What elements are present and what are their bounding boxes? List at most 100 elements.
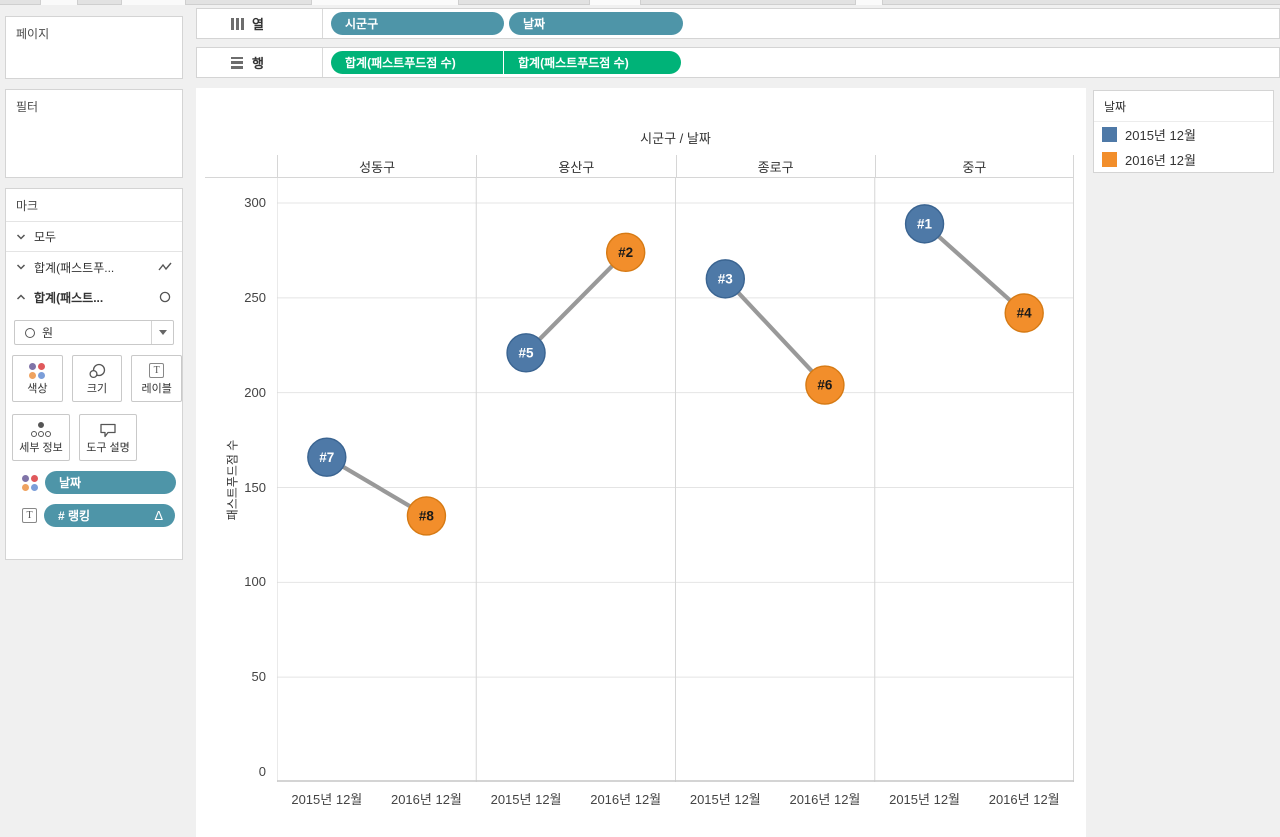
mark-circle-5[interactable] <box>506 333 546 373</box>
pages-shelf[interactable]: 페이지 <box>5 16 183 79</box>
color-legend: 날짜 2015년 12월 2016년 12월 <box>1093 90 1274 173</box>
chart-view: 시군구 / 날짜 패스트푸드점 수 성동구 용산구 종로구 중구 0 50 100 150 2… <box>196 88 1086 837</box>
mark-circle-6[interactable] <box>805 365 845 405</box>
legend-title: 날짜 <box>1094 91 1273 122</box>
x-label-panel1-2: 2016년 12월 <box>390 792 462 807</box>
legend-swatch-2015 <box>1102 127 1117 142</box>
size-button[interactable]: 크기 <box>71 355 123 402</box>
dropdown-caret-button[interactable] <box>151 321 173 344</box>
pill-sum-fastfood-1[interactable]: 합계(패스트푸드점 수) <box>331 51 503 74</box>
legend-item-2015[interactable]: 2015년 12월 <box>1094 122 1273 147</box>
y-tick-50: 50 <box>251 669 266 685</box>
header-divider <box>205 177 1074 178</box>
pill-date-columns[interactable]: 날짜 <box>509 12 683 35</box>
mark-circle-8[interactable] <box>406 496 447 536</box>
mark-rank-label: #1 <box>917 216 933 231</box>
chart-title: 시군구 / 날짜 <box>640 131 711 146</box>
columns-shelf-header: 열 <box>197 9 323 38</box>
pill-sigungu[interactable]: 시군구 <box>331 12 504 35</box>
pill-date[interactable]: 날짜 <box>45 471 176 494</box>
mark-rank-label: #8 <box>419 509 435 524</box>
size-circles-icon <box>89 363 106 379</box>
detail-button[interactable]: 세부 정보 <box>12 414 70 461</box>
panel-header-1[interactable]: 성동구 <box>277 155 476 178</box>
rows-shelf-label: 행 <box>252 56 264 71</box>
pill-date-label: 날짜 <box>59 476 82 490</box>
y-tick-300: 300 <box>244 195 266 210</box>
mark-circle-4[interactable] <box>1004 293 1044 333</box>
color-button[interactable]: 색상 <box>12 355 63 402</box>
x-label-panel4-1: 2015년 12월 <box>889 792 961 807</box>
marks-shelf-row-color: 날짜 <box>22 471 182 494</box>
y-tick-250: 250 <box>244 289 266 305</box>
y-tick-150: 150 <box>244 479 266 495</box>
label-button-label: 레이블 <box>141 383 172 395</box>
x-label-panel2-2: 2016년 12월 <box>590 792 662 807</box>
x-label-panel3-1: 2015년 12월 <box>689 792 761 807</box>
legend-item-2016[interactable]: 2016년 12월 <box>1094 147 1273 172</box>
pill-sum-fastfood-1-label: 합계(패스트푸드점 수) <box>345 56 456 70</box>
delta-icon: Δ <box>154 508 163 523</box>
plot-area[interactable]: #7 #8 #5 #2 #3 #6 #1 #4 <box>277 178 1074 782</box>
mark-type-dropdown[interactable]: 원 <box>14 320 174 345</box>
mark-type-selected: 원 <box>42 326 54 340</box>
marks-row-all[interactable]: 모두 <box>6 222 182 252</box>
mark-circle-3[interactable] <box>705 259 746 299</box>
panel-header-3[interactable]: 종로구 <box>675 155 875 178</box>
filters-shelf-label: 필터 <box>16 100 39 114</box>
detail-button-label: 세부 정보 <box>19 442 63 454</box>
mark-rank-label: #5 <box>519 345 535 360</box>
marks-row-circle-label: 합계(패스트... <box>34 290 104 305</box>
caret-down-icon <box>158 330 167 335</box>
panel-header-4[interactable]: 중구 <box>874 155 1074 178</box>
pill-sum-fastfood-2-label: 합계(패스트푸드점 수) <box>518 56 629 70</box>
top-edge-tabs <box>0 0 1280 5</box>
color-dots-icon <box>29 363 46 379</box>
line-mark-icon <box>158 262 172 271</box>
label-button[interactable]: T 레이블 <box>131 355 183 402</box>
circle-mark-icon <box>25 327 35 338</box>
pages-shelf-label: 페이지 <box>16 27 50 41</box>
tooltip-button[interactable]: 도구 설명 <box>79 414 137 461</box>
columns-shelf: 열 시군구 날짜 <box>196 8 1280 39</box>
x-label-panel1-1: 2015년 12월 <box>291 792 363 807</box>
chevron-up-icon <box>16 294 26 300</box>
mark-circle-2[interactable] <box>605 232 646 273</box>
x-label-panel4-2: 2016년 12월 <box>988 792 1060 807</box>
filters-shelf[interactable]: 필터 <box>5 89 183 178</box>
x-label-panel3-2: 2016년 12월 <box>789 792 861 807</box>
mark-rank-label: #7 <box>319 450 334 465</box>
tooltip-button-label: 도구 설명 <box>86 442 130 454</box>
marks-row-all-label: 모두 <box>34 230 57 244</box>
pill-sigungu-label: 시군구 <box>345 17 379 31</box>
pill-sum-fastfood-2[interactable]: 합계(패스트푸드점 수) <box>504 51 681 74</box>
rows-icon <box>231 56 244 69</box>
marks-row-line-measure[interactable]: 합계(패스트푸... <box>6 252 182 282</box>
color-button-label: 색상 <box>27 383 48 395</box>
y-tick-100: 100 <box>244 574 266 590</box>
panel-header-2[interactable]: 용산구 <box>476 155 675 178</box>
connector-line <box>524 250 628 355</box>
mark-circle-1[interactable] <box>904 204 945 244</box>
connector-line <box>923 222 1026 315</box>
columns-icon <box>231 17 244 30</box>
columns-shelf-label: 열 <box>252 17 264 32</box>
legend-swatch-2016 <box>1102 152 1117 167</box>
mark-rank-label: #6 <box>817 378 833 393</box>
marks-card: 마크 모두 합계(패스트푸... 합계(패스트... 원 <box>5 188 183 560</box>
circle-mark-icon <box>159 291 171 303</box>
y-tick-0: 0 <box>258 764 266 779</box>
marks-row-line-label: 합계(패스트푸... <box>34 260 115 275</box>
pill-ranking[interactable]: # 랭킹 Δ <box>44 504 175 527</box>
chevron-down-icon <box>16 233 26 240</box>
rows-shelf-header: 행 <box>197 48 323 77</box>
legend-label-2016: 2016년 12월 <box>1125 153 1196 168</box>
mark-circle-7[interactable] <box>307 437 347 477</box>
label-t-icon: T <box>149 363 165 378</box>
x-label-panel2-1: 2015년 12월 <box>490 792 562 807</box>
mark-rank-label: #4 <box>1017 306 1033 321</box>
marks-row-circle-measure[interactable]: 합계(패스트... <box>6 282 182 312</box>
color-dots-icon <box>22 474 38 491</box>
mark-rank-label: #3 <box>718 271 734 286</box>
